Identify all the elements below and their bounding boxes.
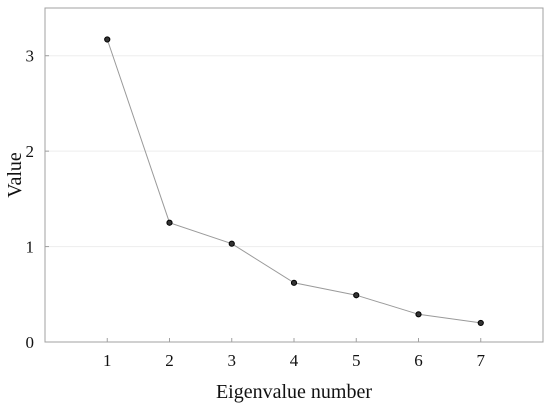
y-tick-label: 3 [26,47,35,66]
x-axis-title: Eigenvalue number [216,381,372,403]
data-point [104,36,111,43]
y-tick-label: 2 [26,142,35,161]
x-tick-label: 5 [352,351,361,370]
data-point [477,319,484,327]
x-tick-label: 3 [228,351,237,370]
x-tick-label: 6 [414,351,423,370]
x-ticks: 1 2 3 4 5 6 7 [103,338,486,370]
grid-lines [45,55,543,248]
y-ticks: 0 1 2 3 [26,47,49,352]
plot-frame [44,7,544,343]
data-point [228,240,235,247]
y-axis-title: Value [4,152,26,198]
y-tick-label: 1 [26,238,35,257]
x-tick-label: 4 [290,351,299,370]
data-point [415,311,422,318]
x-tick-label: 2 [165,351,174,370]
x-tick-label: 7 [477,351,486,370]
y-tick-label: 0 [26,333,35,352]
data-point [166,219,173,226]
data-point [290,279,298,286]
data-points [104,36,484,327]
x-tick-label: 1 [103,351,112,370]
data-point [353,292,360,299]
